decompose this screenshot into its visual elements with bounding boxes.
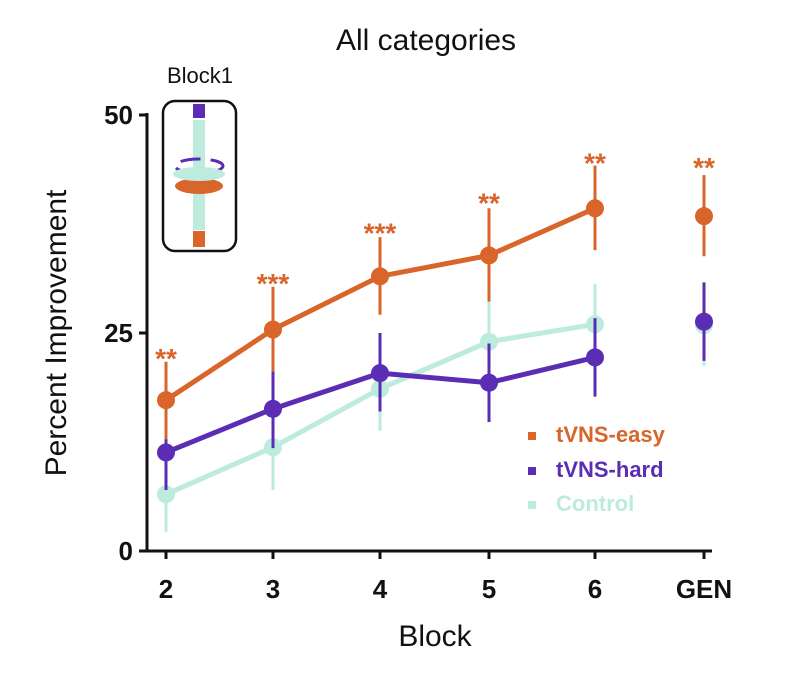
x-tick-label: 3 [266,574,280,604]
x-tick-label: 5 [482,574,496,604]
legend-swatch [528,432,536,440]
data-point [371,267,389,286]
data-point [264,399,282,418]
y-tick-label: 0 [119,536,133,566]
x-tick-label: 4 [373,574,388,604]
data-point [480,373,498,392]
series-tvns-easy [157,165,713,440]
significance-marker: ** [693,152,715,183]
inset-easy-point [175,178,223,194]
chart-title: All categories [336,24,516,57]
significance-marker: ** [478,188,500,219]
legend-entry: tVNS-hard [556,457,664,482]
legend-swatch [528,501,536,509]
significance-marker: *** [257,268,290,299]
x-tick-label: GEN [676,574,732,604]
data-point [695,312,713,331]
data-point [480,246,498,265]
y-tick-label: 25 [104,318,133,348]
data-point [157,443,175,462]
ticks: 0 25 50 2 3 4 5 6 GEN [104,100,732,604]
significance-marker: ** [155,343,177,374]
plot-area [157,165,713,532]
legend-entry: Control [556,491,634,516]
series-tvns-hard [157,282,713,490]
data-point [695,207,713,226]
inset-hard-cap [193,104,205,118]
inset-label: Block1 [167,63,233,88]
block1-inset: Block1 [161,63,238,253]
legend-entry: tVNS-easy [556,422,666,447]
significance-marker: ** [584,148,606,179]
data-point [157,485,175,504]
data-point [371,364,389,383]
y-tick-label: 50 [104,100,133,130]
data-point [264,320,282,339]
inset-easy-cap [193,231,205,247]
significance-markers: ************ ** [155,148,715,374]
significance-marker: *** [364,217,397,248]
data-point [586,199,604,218]
x-tick-label: 2 [159,574,173,604]
inset-hard-point [173,157,225,175]
inset-control-point [173,167,225,181]
legend-swatch [528,467,536,475]
x-tick-label: 6 [588,574,602,604]
data-point [157,391,175,410]
data-point [586,348,604,367]
y-axis-label: Percent Improvement [40,189,73,476]
data-point [480,332,498,351]
legend: tVNS-easy tVNS-hard Control [528,422,666,516]
x-axis-label: Block [398,620,472,653]
